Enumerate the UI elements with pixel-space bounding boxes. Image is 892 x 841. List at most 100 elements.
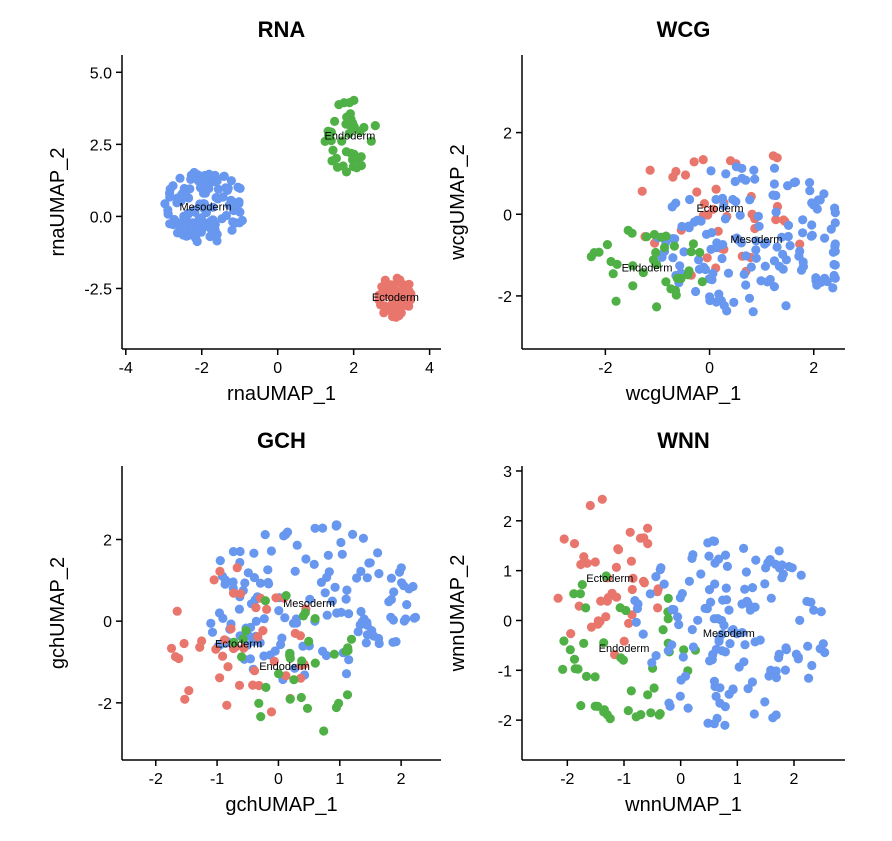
point-mesoderm: [750, 602, 760, 612]
point-mesoderm: [231, 218, 241, 228]
point-endoderm: [558, 664, 568, 675]
point-mesoderm: [774, 649, 784, 659]
point-mesoderm: [337, 549, 347, 559]
point-mesoderm: [331, 521, 341, 531]
point-endoderm: [319, 726, 329, 736]
point-endoderm: [579, 638, 589, 649]
point-mesoderm: [181, 231, 191, 241]
point-mesoderm: [211, 193, 221, 203]
point-endoderm: [355, 126, 365, 136]
point-mesoderm: [631, 617, 641, 627]
point-endoderm: [649, 683, 659, 693]
point-mesoderm: [743, 684, 753, 694]
point-mesoderm: [734, 662, 744, 672]
point-mesoderm: [826, 224, 836, 234]
point-endoderm: [344, 98, 355, 108]
y-axis-label: wcgUMAP_2: [447, 144, 469, 261]
y-tick-label: 5.0: [90, 65, 112, 82]
point-mesoderm: [240, 578, 250, 588]
point-endoderm: [649, 229, 660, 240]
point-endoderm: [337, 136, 347, 146]
point-mesoderm: [388, 637, 398, 647]
point-endoderm: [642, 232, 652, 242]
point-ectoderm: [235, 589, 246, 599]
point-mesoderm: [694, 255, 704, 265]
point-ectoderm: [680, 170, 691, 180]
point-ectoderm: [607, 588, 617, 598]
point-mesoderm: [243, 568, 253, 578]
point-mesoderm: [806, 597, 816, 607]
point-mesoderm: [355, 620, 365, 630]
cluster-label-ectoderm: Ectoderm: [586, 573, 633, 585]
point-ectoderm: [215, 673, 225, 683]
point-mesoderm: [760, 261, 770, 271]
point-mesoderm: [263, 565, 273, 575]
point-mesoderm: [728, 684, 738, 695]
point-ectoderm: [387, 293, 398, 303]
y-tick-label: 0: [103, 614, 112, 631]
y-tick-label: 0: [503, 207, 512, 224]
point-ectoderm: [262, 604, 272, 615]
point-mesoderm: [362, 573, 372, 583]
point-mesoderm: [803, 641, 813, 651]
point-mesoderm: [807, 660, 817, 671]
point-ectoderm: [222, 700, 232, 710]
point-ectoderm: [393, 301, 403, 311]
point-mesoderm: [720, 720, 730, 730]
point-mesoderm: [362, 630, 372, 640]
point-mesoderm: [675, 261, 685, 271]
point-mesoderm: [829, 270, 839, 281]
point-mesoderm: [750, 174, 760, 184]
y-axis-label: rnaUMAP_2: [47, 148, 69, 257]
point-mesoderm: [704, 551, 714, 561]
point-mesoderm: [327, 596, 337, 606]
point-mesoderm: [749, 165, 759, 175]
point-mesoderm: [696, 216, 706, 226]
point-mesoderm: [772, 242, 782, 252]
point-ectoderm: [253, 632, 263, 642]
point-endoderm: [329, 649, 339, 659]
point-endoderm: [654, 710, 664, 720]
point-mesoderm: [365, 558, 375, 568]
point-mesoderm: [751, 253, 761, 263]
y-tick-label: -2: [498, 713, 512, 730]
point-endoderm: [302, 703, 313, 714]
point-endoderm: [684, 266, 694, 276]
point-ectoderm: [771, 215, 781, 225]
x-tick-label: -2: [149, 771, 163, 788]
point-mesoderm: [198, 199, 209, 209]
point-mesoderm: [386, 573, 396, 583]
point-ectoderm: [166, 643, 177, 654]
y-tick-label: 0: [503, 613, 512, 630]
point-ectoderm: [613, 545, 624, 555]
point-mesoderm: [711, 644, 721, 655]
point-mesoderm: [715, 683, 725, 693]
point-endoderm: [599, 707, 609, 717]
point-mesoderm: [386, 612, 396, 622]
point-mesoderm: [816, 607, 826, 617]
x-tick-label: 4: [425, 360, 434, 377]
point-ectoderm: [625, 527, 635, 537]
point-ectoderm: [596, 596, 606, 606]
point-endoderm: [623, 706, 633, 716]
point-endoderm: [569, 654, 580, 664]
point-mesoderm: [774, 261, 785, 271]
point-mesoderm: [780, 665, 791, 675]
point-mesoderm: [679, 247, 689, 257]
point-mesoderm: [402, 600, 412, 610]
point-mesoderm: [213, 184, 223, 194]
point-endoderm: [575, 589, 586, 599]
point-mesoderm: [215, 556, 225, 566]
point-mesoderm: [707, 655, 717, 665]
point-mesoderm: [745, 195, 755, 205]
point-endoderm: [627, 228, 637, 238]
point-mesoderm: [777, 573, 787, 583]
point-mesoderm: [638, 629, 648, 639]
point-ectoderm: [611, 562, 622, 573]
point-ectoderm: [566, 629, 576, 639]
point-endoderm: [593, 701, 603, 712]
point-mesoderm: [207, 225, 217, 235]
point-mesoderm: [688, 642, 699, 652]
point-mesoderm: [233, 182, 243, 192]
